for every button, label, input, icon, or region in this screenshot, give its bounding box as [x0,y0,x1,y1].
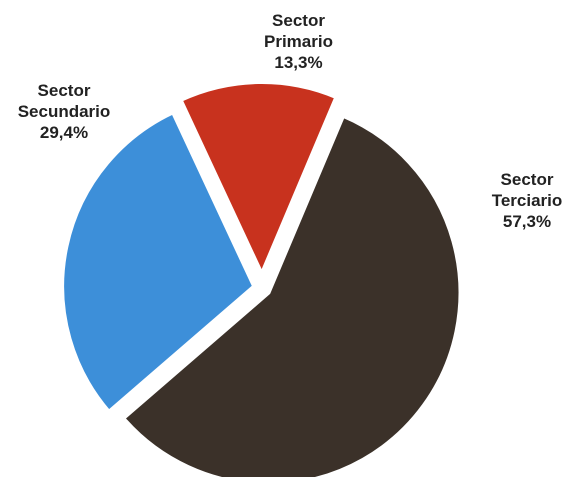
category-label: Sector Primario [264,11,333,51]
slice-label: Sector Primario 13,3% [251,10,346,73]
value-label: 13,3% [274,53,323,72]
slice-label: Sector Terciario 57,3% [482,169,570,232]
value-label: 29,4% [39,123,89,142]
pie-slice [60,109,257,415]
category-label: Sector Terciario [491,170,563,210]
pie-slice [120,113,463,477]
slice-label: Sector Secundario 29,4% [14,80,114,143]
category-label: Sector Secundario [17,81,111,121]
pie-slice [177,80,340,279]
value-label: 57,3% [502,212,552,231]
